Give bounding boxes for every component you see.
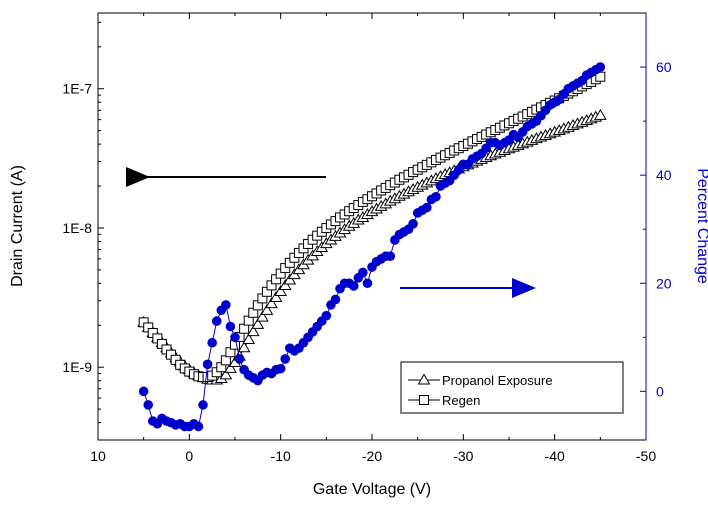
point-percent-change	[143, 400, 154, 410]
point-regen	[595, 71, 606, 82]
point-percent-change	[202, 359, 213, 370]
point-propanol	[260, 303, 274, 315]
y-right-axis-title: Percent Change	[694, 168, 708, 284]
y-right-tick-label: 40	[656, 167, 672, 183]
point-propanol	[593, 108, 607, 120]
y-left-axis-title: Drain Current (A)	[9, 165, 26, 287]
point-propanol	[278, 279, 292, 291]
point-percent-change	[221, 300, 231, 310]
point-percent-change	[230, 332, 240, 343]
y-left-tick-label: 1E-9	[62, 359, 92, 375]
y-right-tick-label: 60	[656, 59, 672, 75]
x-tick-label: 0	[185, 448, 193, 464]
point-propanol	[265, 297, 278, 309]
point-propanol	[246, 325, 260, 337]
point-percent-change	[225, 321, 236, 332]
point-percent-change	[321, 310, 332, 321]
point-propanol	[219, 368, 233, 380]
x-tick-label: -10	[271, 448, 291, 464]
y-right-tick-label: 0	[656, 383, 664, 399]
point-percent-change	[348, 281, 359, 291]
point-percent-change	[138, 386, 149, 397]
point-propanol	[251, 317, 265, 329]
point-percent-change	[358, 267, 368, 278]
point-percent-change	[207, 337, 217, 348]
point-percent-change	[280, 354, 291, 364]
y-right-tick-label: 20	[656, 275, 672, 291]
x-tick-label: -30	[453, 448, 473, 464]
point-propanol	[269, 290, 283, 302]
point-percent-change	[330, 294, 341, 305]
point-percent-change	[234, 354, 245, 364]
point-propanol	[242, 333, 256, 345]
point-percent-change	[385, 251, 396, 262]
series-layer	[137, 62, 607, 432]
point-propanol	[256, 310, 269, 322]
x-tick-label: -50	[636, 448, 656, 464]
point-percent-change	[362, 278, 373, 289]
point-propanol	[283, 273, 297, 285]
x-tick-label: -40	[545, 448, 565, 464]
point-percent-change	[422, 202, 432, 213]
point-percent-change	[275, 363, 286, 374]
x-tick-label: 10	[90, 448, 106, 464]
point-percent-change	[408, 218, 418, 229]
point-propanol	[237, 341, 251, 353]
legend-box	[400, 361, 624, 414]
x-axis-title: Gate Voltage (V)	[313, 481, 431, 498]
x-axis: 10 0 -10 -20 -30 -40 -50	[90, 13, 656, 464]
point-percent-change	[431, 191, 441, 202]
legend: Propanol Exposure Regen	[400, 361, 624, 414]
point-percent-change	[198, 400, 208, 410]
point-percent-change	[595, 62, 606, 72]
legend-label-propanol: Propanol Exposure	[442, 373, 553, 388]
legend-marker-regen	[419, 395, 429, 405]
point-percent-change	[193, 421, 204, 432]
y-left-tick-label: 1E-8	[62, 220, 92, 236]
x-tick-label: -20	[362, 448, 382, 464]
point-propanol	[274, 284, 288, 296]
point-propanol	[224, 361, 237, 373]
y-left-tick-label: 1E-7	[62, 81, 92, 97]
y-axis-left: 1E-9 1E-8 1E-7	[62, 21, 104, 441]
legend-marker-propanol	[417, 373, 431, 385]
y-axis-right: 0 20 40 60	[640, 59, 672, 399]
point-percent-change	[211, 316, 222, 326]
legend-label-regen: Regen	[442, 393, 480, 408]
